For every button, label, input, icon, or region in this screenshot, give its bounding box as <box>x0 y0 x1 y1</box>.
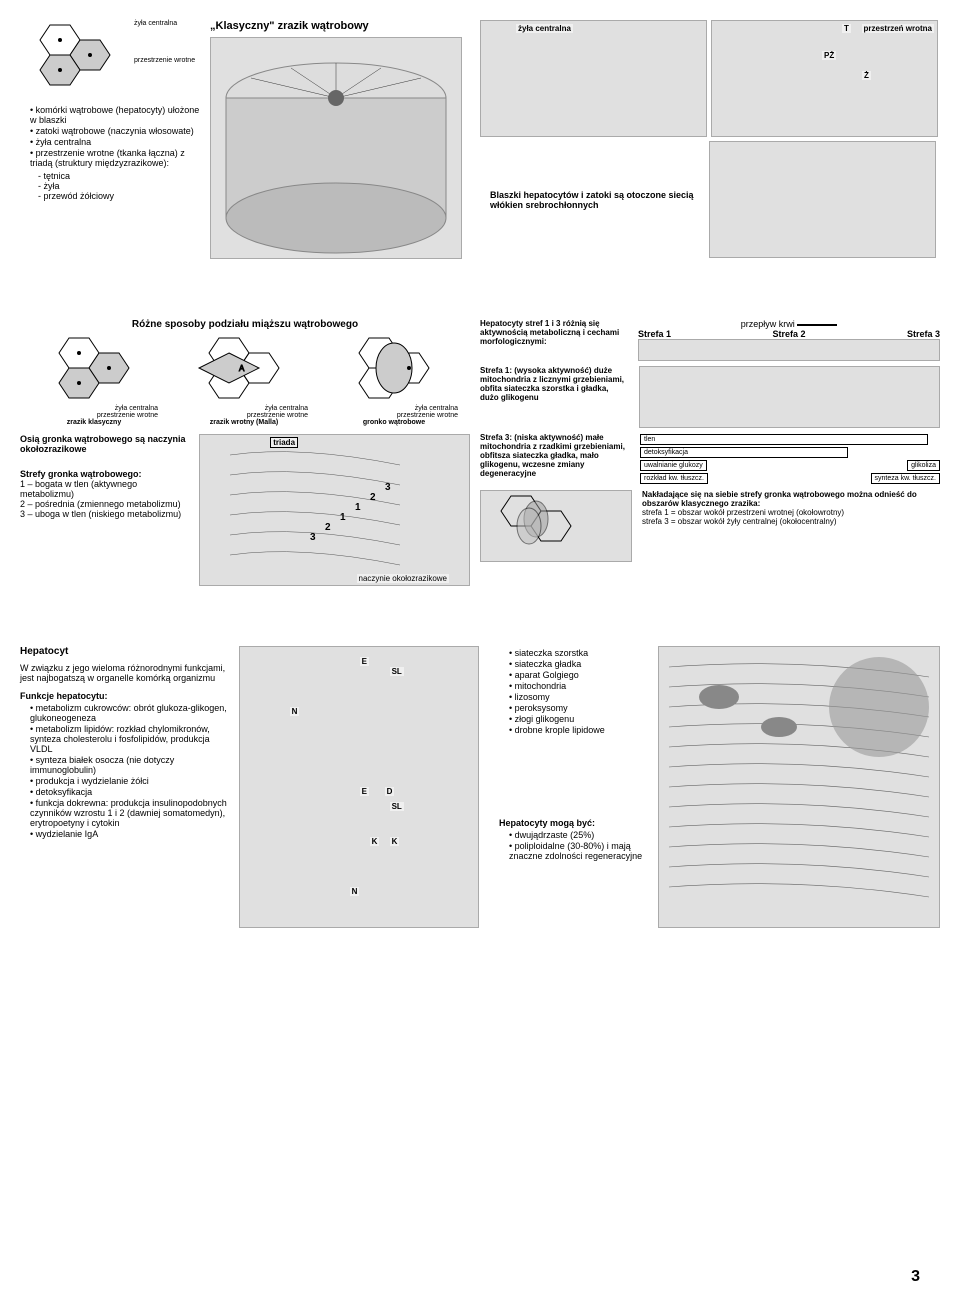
func-title: Funkcje hepatocytu: <box>20 691 229 701</box>
panel2-title: Różne sposoby podziału miąższu wątrobowe… <box>20 319 470 330</box>
em-hepatocyte-low-mag: E SL N E D SL K K N <box>239 646 479 928</box>
svg-text:3: 3 <box>310 532 316 543</box>
svg-text:2: 2 <box>325 522 331 533</box>
axis-text: Osią gronka wątrobowego są naczynia okoł… <box>20 434 189 454</box>
type-portal: zrazik wrotny (Malla) <box>210 419 278 426</box>
panel-3: Hepatocyt W związku z jego wieloma różno… <box>20 646 940 928</box>
blood-flow-label: przepływ krwi <box>638 319 940 329</box>
label-portal: przestrzenie wrotne <box>134 57 195 64</box>
silver-fiber-caption: Blaszki hepatocytów i zatoki są otoczone… <box>480 190 705 210</box>
micrograph-portal-triad: T PŻ Ż przestrzeń wrotna <box>711 20 938 137</box>
function-list: metabolizm cukrowców: obrót glukoza-glik… <box>20 703 229 840</box>
overlapping-zones-diagram <box>480 490 632 562</box>
panel1-title: „Klasyczny" zrazik wątrobowy <box>210 20 470 32</box>
svg-text:1: 1 <box>340 512 346 523</box>
micrograph-central-vein: żyła centralna <box>480 20 707 137</box>
svg-text:3: 3 <box>385 482 391 493</box>
label-vein: żyła centralna <box>134 20 195 27</box>
type-classic: zrazik klasyczny <box>67 419 121 426</box>
ploidy-title: Hepatocyty mogą być: <box>499 818 648 828</box>
diagram-acinus <box>344 335 444 405</box>
lobule-bullets: komórki wątrobowe (hepatocyty) ułożone w… <box>20 105 200 169</box>
zones-differ-header: Hepatocyty stref 1 i 3 różnią się aktywn… <box>480 319 628 361</box>
zone1-desc: Strefa 1: (wysoka aktywność) duże mitoch… <box>480 366 629 428</box>
zones-title: Strefy gronka wątrobowego: <box>20 469 189 479</box>
zone-cells-strip <box>638 339 940 361</box>
diagram-classic-lobule <box>44 335 144 405</box>
diagram-portal-lobule: A <box>194 335 294 405</box>
lobule-3d-illustration <box>210 37 462 259</box>
zone3-desc: Strefa 3: (niska aktywność) małe mitocho… <box>480 433 630 485</box>
acinus-zones-illustration: triada 3 2 1 1 2 3 naczyn <box>199 434 470 586</box>
svg-text:2: 2 <box>370 492 376 503</box>
ploidy-list: dwujądrzaste (25%) poliploidalne (30-80%… <box>499 830 648 862</box>
panel-1: żyła centralna przestrzenie wrotne komór… <box>20 20 940 259</box>
hepatocyte-intro: W związku z jego wieloma różnorodnymi fu… <box>20 663 229 683</box>
zone-mitochondria-illustration <box>639 366 940 428</box>
hex-diagram-classic <box>20 20 130 95</box>
hepatocyte-title: Hepatocyt <box>20 646 229 657</box>
type-acinus: gronko wątrobowe <box>363 419 425 426</box>
svg-text:A: A <box>239 364 245 373</box>
panel-2: Różne sposoby podziału miąższu wątrobowe… <box>20 319 940 586</box>
page-number: 3 <box>911 1268 920 1286</box>
organelle-list: siateczka szorstka siateczka gładka apar… <box>499 648 648 736</box>
em-hepatocyte-high-mag <box>658 646 940 928</box>
svg-text:1: 1 <box>355 502 361 513</box>
micrograph-silver-fibers <box>709 141 936 258</box>
